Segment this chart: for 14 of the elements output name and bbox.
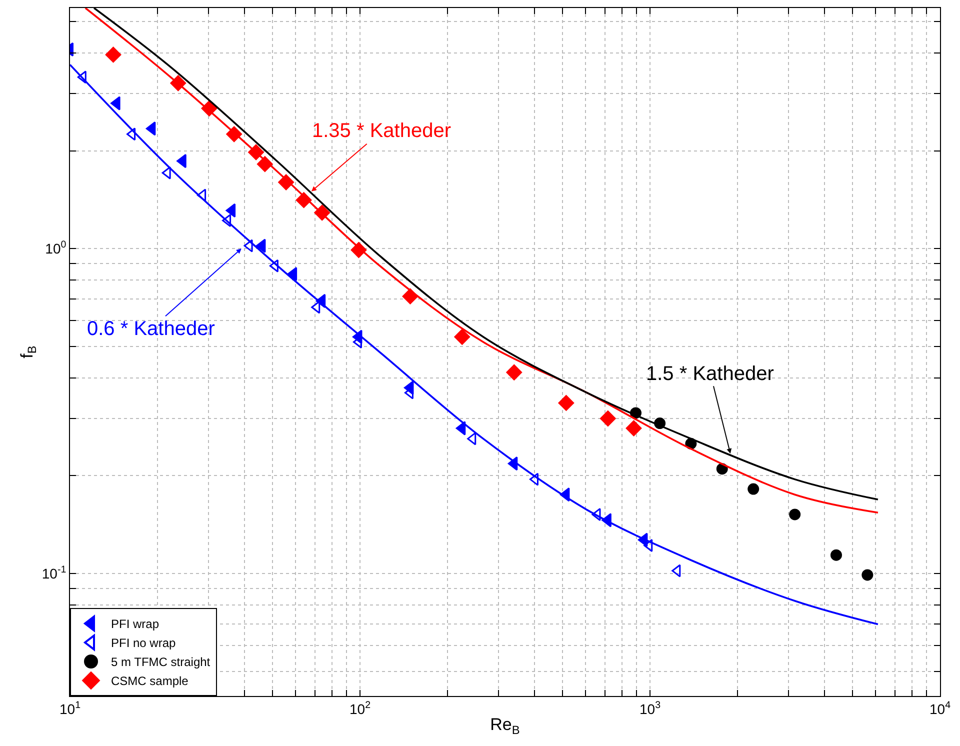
annotation: 1.35 * Katheder: [312, 120, 452, 142]
x-axis-title: Re$_{B}$: [490, 715, 520, 737]
legend-label: PFI no wrap: [111, 636, 176, 650]
y-tick-label: 10$^{-1}$: [42, 564, 66, 582]
x-tick-label: 10$^{2}$: [349, 700, 371, 717]
x-tick-label: 10$^{1}$: [59, 700, 81, 717]
annotation: 0.6 * Katheder: [87, 318, 216, 340]
legend-label: PFI wrap: [111, 617, 160, 632]
legend-label: 5 m TFMC straight: [111, 655, 211, 670]
x-tick-label: 10$^{3}$: [639, 700, 662, 717]
x-tick-label: 10$^{4}$: [929, 700, 952, 717]
annotation: 1.5 * Katheder: [646, 363, 774, 385]
y-tick-label: 10$^{0}$: [45, 240, 67, 256]
legend-label: CSMC sample: [111, 674, 189, 688]
